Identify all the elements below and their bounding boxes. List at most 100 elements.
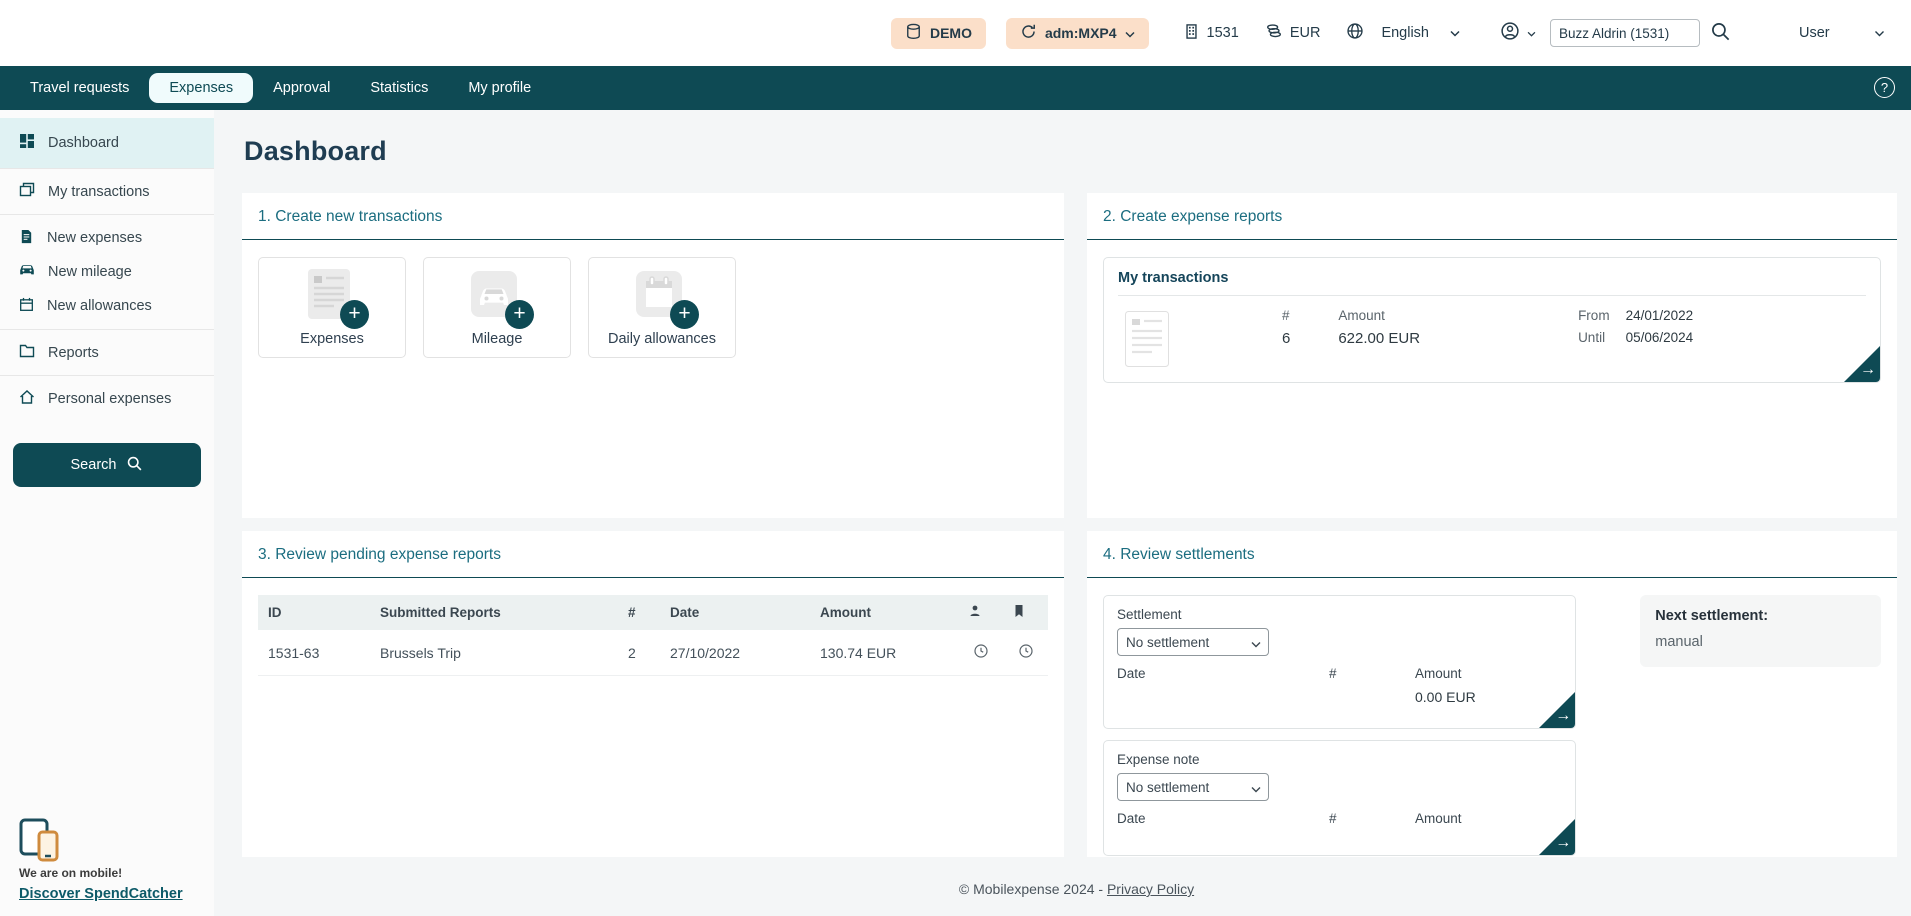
language-selector[interactable]: English bbox=[1346, 22, 1460, 44]
language-label: English bbox=[1381, 25, 1429, 41]
entity-indicator: 1531 bbox=[1183, 23, 1239, 44]
next-settlement-value: manual bbox=[1655, 634, 1703, 650]
primary-nav: Travel requests Expenses Approval Statis… bbox=[0, 66, 1911, 110]
folder-icon bbox=[19, 343, 35, 363]
sidebar-item-new-expenses[interactable]: New expenses bbox=[0, 221, 214, 255]
globe-icon bbox=[1346, 22, 1364, 44]
privacy-policy-link[interactable]: Privacy Policy bbox=[1106, 881, 1195, 897]
search-button[interactable]: Search bbox=[13, 443, 201, 487]
until-label: Until bbox=[1578, 330, 1606, 345]
dashboard-grid-icon bbox=[19, 133, 35, 153]
amount-label: Amount bbox=[1415, 811, 1462, 826]
demo-environment-badge[interactable]: DEMO bbox=[890, 17, 986, 49]
admin-badge-label: adm:MXP4 bbox=[1044, 25, 1117, 41]
table-row[interactable]: 1531-63 Brussels Trip 2 27/10/2022 130.7… bbox=[258, 630, 1048, 676]
role-selector[interactable]: User bbox=[1799, 25, 1885, 41]
arrow-right-icon[interactable]: → bbox=[1860, 361, 1876, 378]
admin-context-switcher[interactable]: adm:MXP4 bbox=[1005, 17, 1149, 49]
search-button-label: Search bbox=[70, 457, 117, 473]
panel-create-expense-reports: 2. Create expense reports My transaction… bbox=[1087, 193, 1897, 518]
sidebar-item-personal-expenses[interactable]: Personal expenses bbox=[0, 376, 214, 421]
tile-new-mileage[interactable]: + Mileage bbox=[423, 257, 571, 358]
tile-label: Mileage bbox=[471, 331, 523, 347]
chevron-down-icon bbox=[1527, 25, 1536, 41]
search-icon[interactable] bbox=[1710, 21, 1731, 45]
sidebar-item-reports[interactable]: Reports bbox=[0, 330, 214, 375]
transactions-count: 6 bbox=[1282, 330, 1291, 347]
sidebar-item-label: My transactions bbox=[48, 183, 150, 200]
sidebar-item-label: Reports bbox=[48, 344, 99, 361]
pending-reports-table: ID Submitted Reports # Date Amount bbox=[258, 595, 1048, 676]
divider bbox=[0, 329, 214, 330]
expense-note-card[interactable]: Expense note No settlement bbox=[1103, 740, 1577, 856]
allowance-calendar-icon bbox=[634, 271, 684, 326]
settlement-select[interactable]: No settlement bbox=[1117, 628, 1269, 656]
tab-travel-requests[interactable]: Travel requests bbox=[30, 80, 130, 96]
settlement-card[interactable]: Settlement No settlement bbox=[1103, 595, 1577, 729]
count-label: # bbox=[1329, 811, 1337, 826]
plus-icon: + bbox=[505, 300, 534, 329]
sidebar: Dashboard My transactions New expenses bbox=[0, 110, 214, 916]
coins-icon bbox=[1265, 22, 1283, 44]
column-header-id: ID bbox=[258, 595, 370, 630]
receipt-document-icon bbox=[1124, 310, 1170, 371]
sidebar-item-new-mileage[interactable]: New mileage bbox=[0, 255, 214, 289]
column-header-date: Date bbox=[660, 595, 810, 630]
copyright-text: © Mobilexpense 2024 - bbox=[958, 881, 1104, 897]
windows-icon bbox=[19, 182, 35, 202]
sidebar-item-label: New expenses bbox=[47, 230, 143, 246]
amount-label: Amount bbox=[1415, 666, 1462, 681]
tab-expenses[interactable]: Expenses bbox=[149, 73, 254, 103]
impersonate-user-menu[interactable] bbox=[1500, 21, 1536, 45]
help-icon[interactable]: ? bbox=[1874, 77, 1895, 98]
chevron-down-icon bbox=[1450, 25, 1460, 41]
tab-my-profile[interactable]: My profile bbox=[468, 80, 532, 96]
tile-new-daily-allowances[interactable]: + Daily allowances bbox=[588, 257, 736, 358]
card-corner bbox=[1844, 346, 1880, 382]
next-settlement-box: Next settlement: manual bbox=[1640, 595, 1881, 667]
divider bbox=[0, 214, 214, 215]
arrow-right-icon[interactable]: → bbox=[1555, 707, 1572, 724]
section-title: 3. Review pending expense reports bbox=[242, 531, 1064, 578]
currency-code: EUR bbox=[1289, 25, 1321, 41]
card-corner bbox=[1539, 819, 1576, 855]
mileage-car-icon bbox=[469, 271, 519, 326]
approver-pending-clock-icon bbox=[958, 630, 1003, 676]
sidebar-item-dashboard[interactable]: Dashboard bbox=[0, 118, 214, 168]
report-date: 27/10/2022 bbox=[660, 630, 810, 676]
expense-note-select[interactable]: No settlement bbox=[1117, 773, 1269, 801]
user-search-input[interactable] bbox=[1550, 19, 1700, 47]
sync-icon bbox=[1020, 23, 1037, 43]
sidebar-item-new-allowances[interactable]: New allowances bbox=[0, 289, 214, 323]
card-title: My transactions bbox=[1118, 270, 1866, 296]
section-title: 2. Create expense reports bbox=[1087, 193, 1897, 240]
count-label: # bbox=[1282, 308, 1290, 323]
section-title: 1. Create new transactions bbox=[242, 193, 1064, 240]
tile-new-expense[interactable]: + Expenses bbox=[258, 257, 406, 358]
promo-tagline: We are on mobile! bbox=[19, 866, 123, 880]
status-pending-clock-icon bbox=[1003, 630, 1048, 676]
calendar-icon bbox=[19, 297, 34, 316]
my-transactions-card[interactable]: My transactions bbox=[1103, 257, 1881, 383]
report-amount: 130.74 EUR bbox=[810, 630, 958, 676]
section-title: 4. Review settlements bbox=[1087, 531, 1897, 578]
column-header-submitted-reports: Submitted Reports bbox=[370, 595, 618, 630]
person-icon bbox=[968, 605, 982, 621]
sidebar-item-label: Dashboard bbox=[48, 135, 119, 151]
settlement-label: Settlement bbox=[1117, 607, 1182, 622]
arrow-right-icon[interactable]: → bbox=[1555, 834, 1572, 851]
from-label: From bbox=[1578, 308, 1610, 323]
discover-spendcatcher-link[interactable]: Discover SpendCatcher bbox=[19, 886, 183, 902]
report-id: 1531-63 bbox=[258, 630, 370, 676]
count-label: # bbox=[1329, 666, 1337, 681]
role-label: User bbox=[1799, 25, 1830, 41]
search-icon bbox=[126, 455, 143, 476]
document-icon bbox=[19, 229, 34, 248]
plus-icon: + bbox=[670, 300, 699, 329]
home-icon bbox=[19, 389, 35, 409]
tab-statistics[interactable]: Statistics bbox=[370, 80, 429, 96]
tab-approval[interactable]: Approval bbox=[273, 80, 331, 96]
sidebar-item-my-transactions[interactable]: My transactions bbox=[0, 169, 214, 214]
tile-label: Daily allowances bbox=[608, 331, 716, 347]
user-circle-icon bbox=[1500, 21, 1520, 45]
